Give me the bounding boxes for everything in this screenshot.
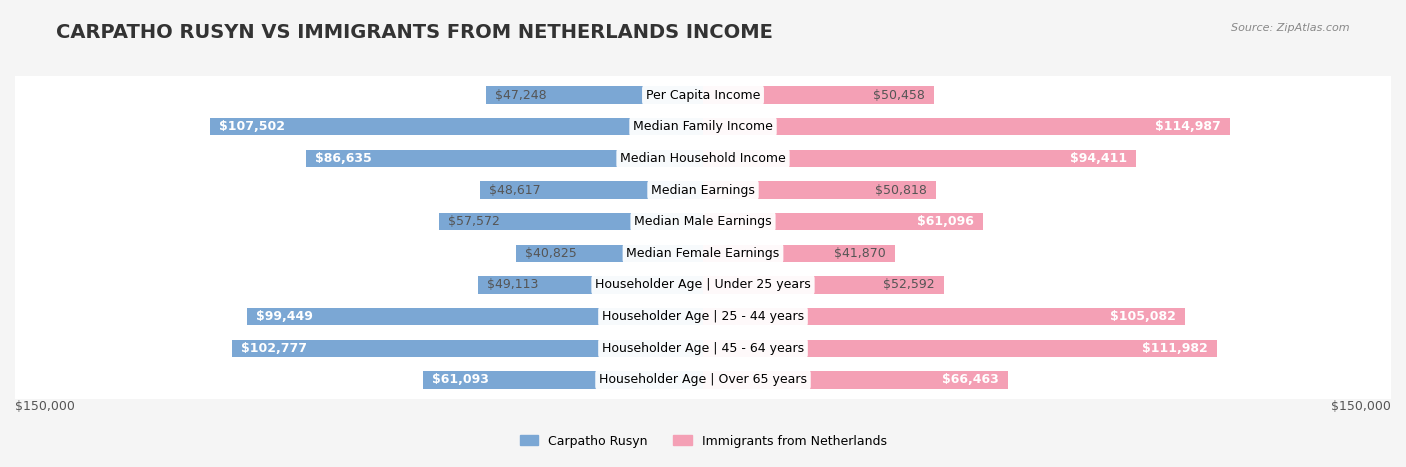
Bar bbox=[439, 213, 703, 230]
FancyBboxPatch shape bbox=[15, 297, 1391, 336]
Text: Per Capita Income: Per Capita Income bbox=[645, 89, 761, 102]
Text: Source: ZipAtlas.com: Source: ZipAtlas.com bbox=[1232, 23, 1350, 33]
Bar bbox=[703, 371, 1008, 389]
Bar bbox=[478, 276, 703, 294]
Text: Householder Age | Over 65 years: Householder Age | Over 65 years bbox=[599, 374, 807, 386]
Text: $105,082: $105,082 bbox=[1109, 310, 1175, 323]
Bar bbox=[703, 181, 936, 199]
Text: Householder Age | 45 - 64 years: Householder Age | 45 - 64 years bbox=[602, 342, 804, 355]
FancyBboxPatch shape bbox=[15, 266, 1391, 304]
Bar bbox=[703, 213, 983, 230]
Text: $102,777: $102,777 bbox=[240, 342, 307, 355]
Text: Median Male Earnings: Median Male Earnings bbox=[634, 215, 772, 228]
Bar bbox=[247, 308, 703, 325]
FancyBboxPatch shape bbox=[15, 107, 1391, 146]
Bar bbox=[703, 308, 1185, 325]
Text: $114,987: $114,987 bbox=[1156, 120, 1222, 133]
Bar bbox=[703, 276, 945, 294]
FancyBboxPatch shape bbox=[15, 76, 1391, 114]
Text: $61,093: $61,093 bbox=[432, 374, 489, 386]
Text: Median Family Income: Median Family Income bbox=[633, 120, 773, 133]
FancyBboxPatch shape bbox=[15, 361, 1391, 399]
Text: $61,096: $61,096 bbox=[917, 215, 974, 228]
Bar bbox=[516, 245, 703, 262]
FancyBboxPatch shape bbox=[15, 203, 1391, 241]
Bar bbox=[703, 245, 896, 262]
Text: $150,000: $150,000 bbox=[1331, 400, 1391, 413]
Bar bbox=[305, 150, 703, 167]
Text: Householder Age | 25 - 44 years: Householder Age | 25 - 44 years bbox=[602, 310, 804, 323]
Legend: Carpatho Rusyn, Immigrants from Netherlands: Carpatho Rusyn, Immigrants from Netherla… bbox=[515, 430, 891, 453]
Text: $107,502: $107,502 bbox=[219, 120, 285, 133]
Bar bbox=[703, 150, 1136, 167]
Text: $94,411: $94,411 bbox=[1070, 152, 1126, 165]
FancyBboxPatch shape bbox=[15, 139, 1391, 177]
FancyBboxPatch shape bbox=[15, 234, 1391, 273]
Text: $50,458: $50,458 bbox=[873, 89, 925, 102]
Text: $50,818: $50,818 bbox=[875, 184, 927, 197]
Text: $99,449: $99,449 bbox=[256, 310, 314, 323]
Text: $52,592: $52,592 bbox=[883, 278, 935, 291]
Text: $86,635: $86,635 bbox=[315, 152, 371, 165]
Text: Median Household Income: Median Household Income bbox=[620, 152, 786, 165]
FancyBboxPatch shape bbox=[15, 329, 1391, 368]
Text: CARPATHO RUSYN VS IMMIGRANTS FROM NETHERLANDS INCOME: CARPATHO RUSYN VS IMMIGRANTS FROM NETHER… bbox=[56, 23, 773, 42]
Text: Median Earnings: Median Earnings bbox=[651, 184, 755, 197]
Bar bbox=[703, 86, 935, 104]
Bar bbox=[479, 181, 703, 199]
Text: $57,572: $57,572 bbox=[449, 215, 501, 228]
Text: $66,463: $66,463 bbox=[942, 374, 998, 386]
Bar bbox=[703, 118, 1230, 135]
Bar bbox=[703, 340, 1216, 357]
Text: $111,982: $111,982 bbox=[1142, 342, 1208, 355]
Text: Median Female Earnings: Median Female Earnings bbox=[627, 247, 779, 260]
Bar bbox=[209, 118, 703, 135]
FancyBboxPatch shape bbox=[15, 171, 1391, 209]
Bar bbox=[423, 371, 703, 389]
Text: $150,000: $150,000 bbox=[15, 400, 75, 413]
Text: $41,870: $41,870 bbox=[834, 247, 886, 260]
Bar bbox=[486, 86, 703, 104]
Text: $47,248: $47,248 bbox=[495, 89, 547, 102]
Text: $40,825: $40,825 bbox=[524, 247, 576, 260]
Bar bbox=[232, 340, 703, 357]
Text: Householder Age | Under 25 years: Householder Age | Under 25 years bbox=[595, 278, 811, 291]
Text: $49,113: $49,113 bbox=[486, 278, 538, 291]
Text: $48,617: $48,617 bbox=[489, 184, 541, 197]
